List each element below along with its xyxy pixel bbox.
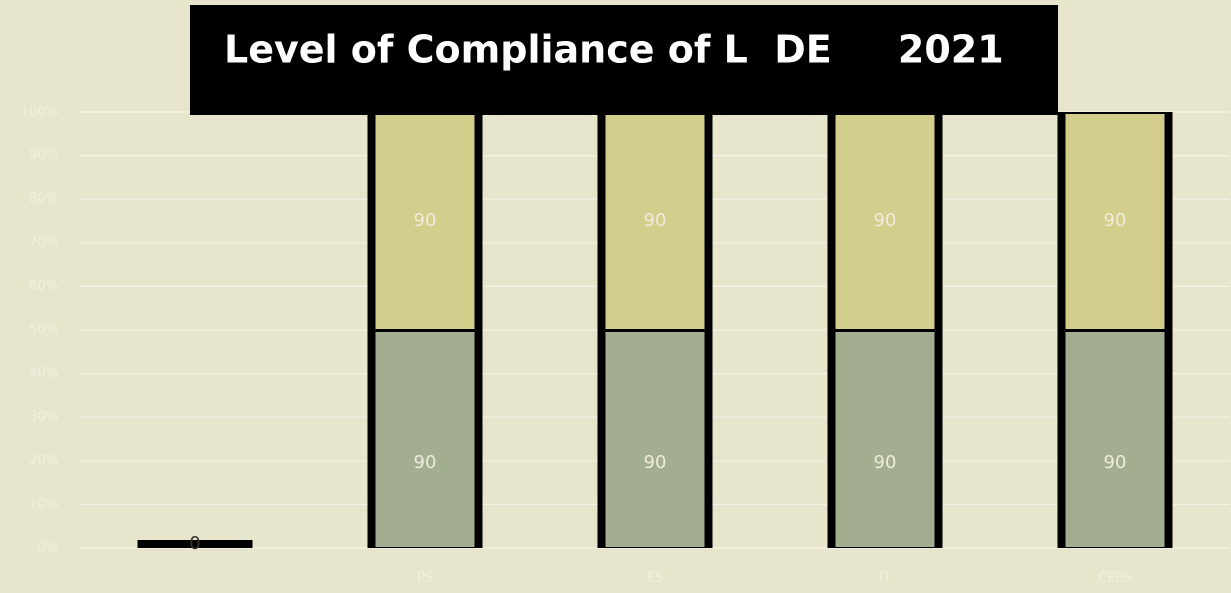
bar-segment bbox=[1065, 114, 1165, 329]
value-label: 90 bbox=[414, 210, 437, 231]
y-tick-label: 10% bbox=[29, 497, 58, 512]
value-label: 90 bbox=[1104, 452, 1127, 473]
bar-segment bbox=[375, 114, 475, 329]
y-tick-label: 30% bbox=[29, 410, 58, 425]
value-label: 90 bbox=[1104, 210, 1127, 231]
bar-segment bbox=[605, 114, 705, 329]
value-label: 90 bbox=[644, 210, 667, 231]
bar-segment bbox=[375, 332, 475, 547]
value-label: 90 bbox=[414, 452, 437, 473]
y-tick-label: 70% bbox=[29, 235, 58, 250]
y-tick-label: 90% bbox=[29, 148, 58, 163]
x-tick-label: PS bbox=[417, 571, 433, 586]
value-label: 0 bbox=[189, 533, 200, 554]
y-tick-label: 40% bbox=[29, 366, 58, 381]
y-tick-label: 50% bbox=[29, 323, 58, 338]
bar-segment bbox=[1065, 332, 1165, 547]
value-label: 90 bbox=[644, 452, 667, 473]
y-tick-label: 60% bbox=[29, 279, 58, 294]
x-tick-label: CEPS bbox=[1098, 571, 1131, 586]
y-tick-label: 80% bbox=[29, 192, 58, 207]
x-tick-label: IT bbox=[879, 571, 891, 586]
title-box bbox=[190, 5, 1058, 115]
value-label: 90 bbox=[874, 210, 897, 231]
y-tick-label: 20% bbox=[29, 453, 58, 468]
bar-segment bbox=[835, 114, 935, 329]
bar-segment bbox=[137, 540, 253, 548]
x-tick-label: ES bbox=[647, 571, 663, 586]
chart-title: Level of Compliance of L DE 2021 bbox=[224, 28, 1004, 72]
bar-segment bbox=[605, 332, 705, 547]
bars: 0 PS 90 90 ES 90 90 IT 90 90 CEPS 90 90 bbox=[137, 112, 1173, 586]
y-tick-label: 100% bbox=[21, 105, 58, 120]
value-label: 90 bbox=[874, 452, 897, 473]
bar-segment bbox=[835, 332, 935, 547]
y-tick-label: 0% bbox=[37, 541, 58, 556]
